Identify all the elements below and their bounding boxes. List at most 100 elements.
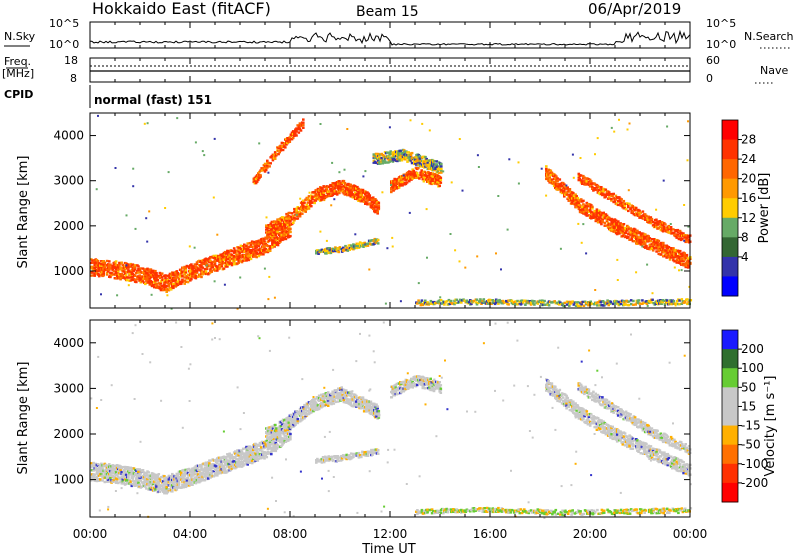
scatter-cell xyxy=(250,249,254,253)
scatter-cell xyxy=(420,169,423,172)
scatter-cell xyxy=(424,301,427,305)
scatter-cell xyxy=(176,276,180,279)
scatter-cell xyxy=(290,131,294,134)
scatter-cell xyxy=(416,158,419,161)
scatter-cell xyxy=(115,266,119,269)
scatter-cell xyxy=(100,465,103,469)
scatter-cell xyxy=(295,134,298,137)
scatter-cell xyxy=(223,253,227,257)
scatter-cell xyxy=(338,191,341,195)
scatter-cell xyxy=(425,208,428,211)
scatter-cell xyxy=(655,225,658,229)
scatter-cell xyxy=(232,247,236,250)
scatter-cell xyxy=(90,261,93,265)
scatter-cell xyxy=(603,193,606,196)
scatter-cell xyxy=(258,142,261,145)
scatter-cell xyxy=(246,463,249,466)
scatter-cell xyxy=(193,476,197,479)
scatter-cell xyxy=(268,430,271,434)
scatter-cell xyxy=(563,189,566,193)
scatter-cell xyxy=(160,285,164,289)
scatter-cell xyxy=(240,260,244,264)
scatter-cell xyxy=(286,223,289,226)
scatter-cell xyxy=(124,274,128,277)
scatter-cell xyxy=(649,216,653,219)
scatter-cell xyxy=(184,266,188,270)
scatter-cell xyxy=(411,177,414,180)
scatter-cell xyxy=(277,152,280,156)
scatter-cell xyxy=(118,264,121,267)
scatter-cell xyxy=(626,128,629,131)
scatter-cell xyxy=(676,228,680,232)
scatter-cell xyxy=(299,129,303,132)
scatter-cell xyxy=(322,193,325,197)
scatter-cell xyxy=(106,270,110,273)
scatter-cell xyxy=(596,137,599,140)
scatter-cell xyxy=(227,261,230,264)
scatter-cell xyxy=(289,227,292,230)
scatter-cell xyxy=(393,187,396,191)
scatter-cell xyxy=(680,259,683,262)
scatter-cell xyxy=(614,222,618,225)
scatter-cell xyxy=(467,301,471,304)
scatter-cell xyxy=(97,465,101,469)
scatter-cell xyxy=(190,481,193,484)
scatter-cell xyxy=(198,474,201,478)
scatter-cell xyxy=(638,209,641,212)
scatter-cell xyxy=(353,185,357,188)
scatter-cell xyxy=(184,280,188,283)
scatter-cell xyxy=(168,286,172,290)
scatter-cell xyxy=(426,178,429,182)
scatter-cell xyxy=(253,456,256,460)
scatter-cell xyxy=(560,184,564,187)
scatter-cell xyxy=(286,213,289,216)
scatter-cell xyxy=(279,149,283,152)
scatter-cell xyxy=(685,256,689,259)
scatter-cell xyxy=(117,269,120,273)
scatter-cell xyxy=(138,274,141,277)
scatter-cell xyxy=(377,204,381,207)
scatter-cell xyxy=(198,468,201,472)
scatter-cell xyxy=(600,222,603,226)
scatter-cell xyxy=(92,461,95,465)
scatter-cell xyxy=(223,250,227,254)
scatter-cell xyxy=(593,188,596,191)
scatter-cell xyxy=(647,219,650,222)
scatter-cell xyxy=(133,274,137,277)
scatter-cell xyxy=(538,299,542,302)
scatter-cell xyxy=(280,431,284,435)
scatter-cell xyxy=(400,159,404,162)
scatter-cell xyxy=(474,301,478,304)
scatter-cell xyxy=(273,243,276,247)
scatter-cell xyxy=(655,208,658,211)
scatter-cell xyxy=(390,184,393,186)
scatter-cell xyxy=(370,198,374,201)
scatter-cell xyxy=(576,196,580,200)
scatter-cell xyxy=(222,455,226,458)
scatter-cell xyxy=(113,464,117,467)
scatter-cell xyxy=(264,443,267,446)
scatter-cell xyxy=(281,231,284,234)
scatter-cell xyxy=(651,245,655,248)
scatter-cell xyxy=(661,224,665,227)
scatter-cell xyxy=(286,232,290,235)
scatter-cell xyxy=(617,300,621,304)
scatter-cell xyxy=(158,486,162,490)
scatter-cell xyxy=(407,156,410,159)
velocity-data xyxy=(90,321,693,519)
scatter-cell xyxy=(137,271,140,274)
scatter-cell xyxy=(376,212,379,215)
power-ylabel: Slant Range [km] xyxy=(16,156,31,269)
scatter-cell xyxy=(585,214,589,217)
scatter-cell xyxy=(276,230,279,233)
scatter-cell xyxy=(97,114,99,117)
scatter-cell xyxy=(212,470,216,473)
scatter-cell xyxy=(545,194,548,197)
scatter-cell xyxy=(631,205,635,208)
scatter-cell xyxy=(643,213,647,216)
scatter-cell xyxy=(637,299,641,302)
scatter-cell xyxy=(132,269,136,273)
scatter-cell xyxy=(123,475,127,479)
scatter-cell xyxy=(157,481,161,485)
scatter-cell xyxy=(158,271,162,275)
